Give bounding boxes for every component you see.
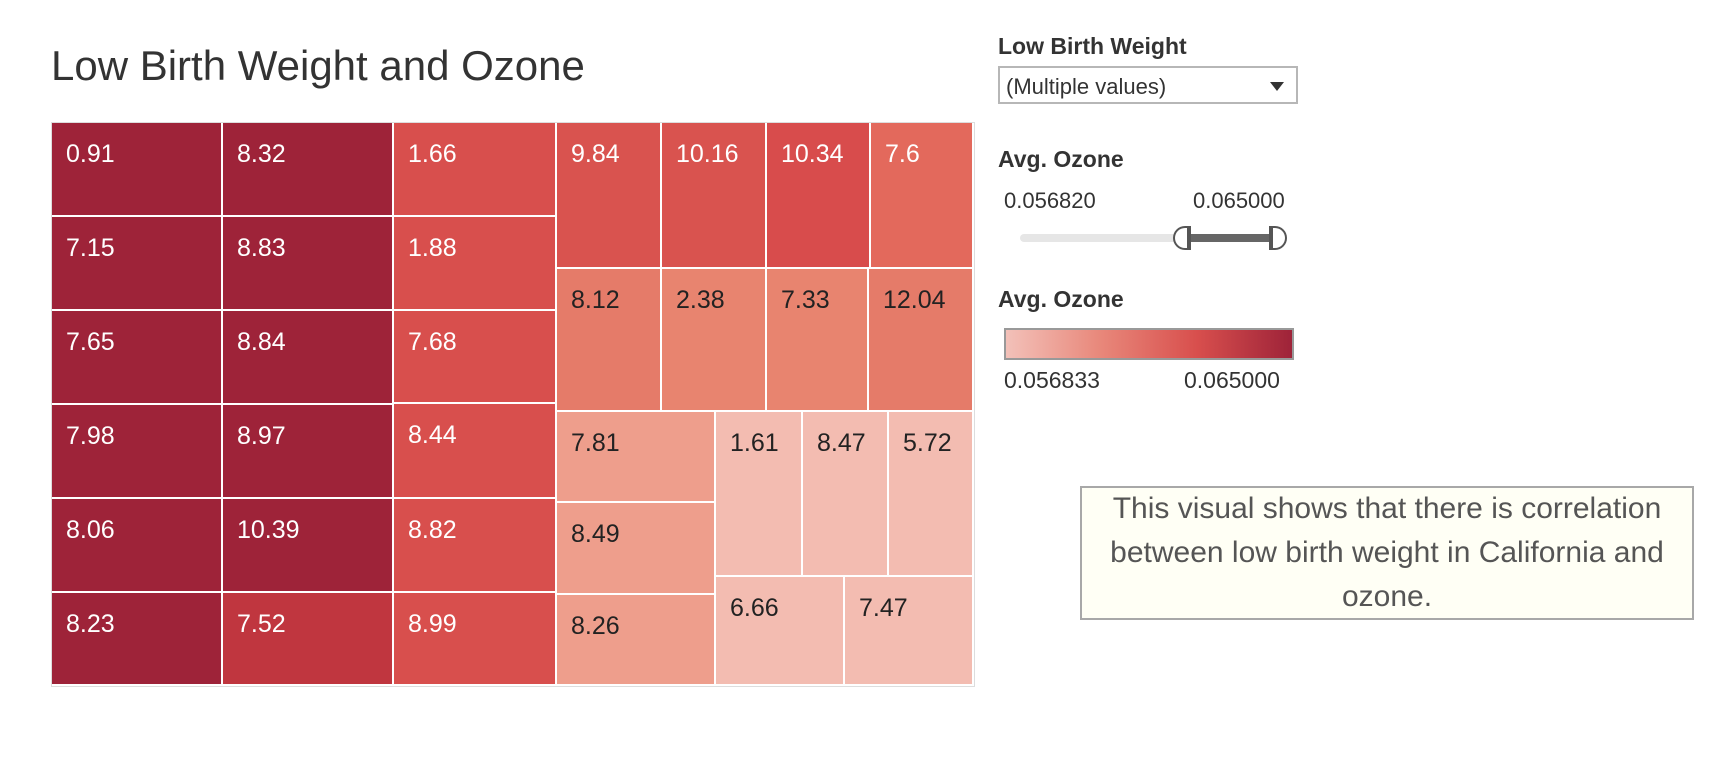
treemap-cell-label: 8.26 <box>571 612 620 640</box>
treemap-cell[interactable]: 7.6 <box>871 123 974 269</box>
treemap-cell[interactable]: 2.38 <box>662 269 767 412</box>
legend-max-value: 0.065000 <box>1184 367 1280 393</box>
treemap-cell[interactable]: 10.16 <box>662 123 767 269</box>
treemap-cell[interactable]: 7.33 <box>767 269 869 412</box>
annotation-box: This visual shows that there is correlat… <box>1080 486 1694 620</box>
treemap-cell[interactable]: 8.47 <box>803 412 889 577</box>
color-legend-title: Avg. Ozone <box>998 286 1124 312</box>
treemap-cell-label: 0.91 <box>66 140 115 168</box>
treemap-cell-label: 8.32 <box>237 140 286 168</box>
treemap-cell[interactable]: 12.04 <box>869 269 974 412</box>
ozone-range-slider-fill <box>1188 234 1271 242</box>
treemap-cell[interactable]: 8.83 <box>223 217 394 311</box>
treemap-cell[interactable]: 8.97 <box>223 405 394 499</box>
treemap-cell[interactable]: 1.61 <box>716 412 803 577</box>
treemap-cell-label: 7.65 <box>66 328 115 356</box>
treemap-cell-label: 10.16 <box>676 140 739 168</box>
color-legend-gradient <box>1004 328 1294 360</box>
treemap-cell-label: 1.61 <box>730 429 779 457</box>
treemap-cell[interactable]: 8.44 <box>394 404 557 499</box>
treemap-cell[interactable]: 7.65 <box>52 311 223 405</box>
treemap-cell-label: 8.83 <box>237 234 286 262</box>
treemap-cell-label: 7.52 <box>237 610 286 638</box>
treemap-cell-label: 12.04 <box>883 286 946 314</box>
treemap-cell[interactable]: 1.66 <box>394 123 557 217</box>
treemap-cell-label: 7.33 <box>781 286 830 314</box>
treemap-cell[interactable]: 7.15 <box>52 217 223 311</box>
treemap-cell-label: 7.47 <box>859 594 908 622</box>
treemap-cell[interactable]: 10.34 <box>767 123 871 269</box>
treemap-cell-label: 7.98 <box>66 422 115 450</box>
treemap-cell[interactable]: 8.99 <box>394 593 557 686</box>
treemap-cell[interactable]: 7.47 <box>845 577 974 686</box>
treemap-cell-label: 1.66 <box>408 140 457 168</box>
treemap-cell-label: 9.84 <box>571 140 620 168</box>
treemap-cell-label: 7.81 <box>571 429 620 457</box>
treemap-cell-label: 8.23 <box>66 610 115 638</box>
treemap-cell-label: 8.49 <box>571 520 620 548</box>
treemap-cell-label: 8.82 <box>408 516 457 544</box>
treemap-cell[interactable]: 7.81 <box>557 412 716 503</box>
treemap-cell[interactable]: 10.39 <box>223 499 394 593</box>
treemap-cell-label: 1.88 <box>408 234 457 262</box>
treemap-cell[interactable]: 7.52 <box>223 593 394 686</box>
treemap-cell-label: 8.84 <box>237 328 286 356</box>
ozone-range-min-handle[interactable] <box>1172 226 1191 250</box>
annotation-text: This visual shows that there is correlat… <box>1110 492 1664 613</box>
treemap-cell[interactable]: 7.98 <box>52 405 223 499</box>
treemap-cell-label: 7.68 <box>408 328 457 356</box>
chevron-down-icon[interactable] <box>1270 82 1284 91</box>
ozone-range-min: 0.056820 <box>1004 188 1096 213</box>
treemap-cell-label: 5.72 <box>903 429 952 457</box>
treemap-cell[interactable]: 5.72 <box>889 412 974 577</box>
ozone-range-max: 0.065000 <box>1193 188 1285 213</box>
treemap-cell-label: 8.44 <box>408 421 457 449</box>
treemap-cell[interactable]: 1.88 <box>394 217 557 311</box>
treemap-cell-label: 7.6 <box>885 140 920 168</box>
treemap[interactable]: 0.91 7.15 7.65 7.98 8.06 8.23 8.32 8.83 8.84 8.97… <box>51 122 975 687</box>
treemap-cell[interactable]: 8.49 <box>557 503 716 595</box>
treemap-cell[interactable]: 7.68 <box>394 311 557 404</box>
treemap-cell-label: 8.99 <box>408 610 457 638</box>
treemap-cell[interactable]: 8.82 <box>394 499 557 593</box>
treemap-cell-label: 8.12 <box>571 286 620 314</box>
treemap-cell[interactable]: 8.23 <box>52 593 223 686</box>
treemap-cell-label: 2.38 <box>676 286 725 314</box>
treemap-cell[interactable]: 0.91 <box>52 123 223 217</box>
treemap-cell-label: 6.66 <box>730 594 779 622</box>
treemap-cell-label: 10.34 <box>781 140 844 168</box>
dropdown-selected-value: (Multiple values) <box>1006 74 1167 99</box>
chart-title: Low Birth Weight and Ozone <box>51 42 585 89</box>
treemap-cell-label: 10.39 <box>237 516 300 544</box>
legend-min-value: 0.056833 <box>1004 367 1100 393</box>
treemap-cell[interactable]: 8.32 <box>223 123 394 217</box>
treemap-cell-label: 8.97 <box>237 422 286 450</box>
treemap-cell-label: 8.06 <box>66 516 115 544</box>
treemap-cell[interactable]: 8.26 <box>557 595 716 686</box>
treemap-cell[interactable]: 9.84 <box>557 123 662 269</box>
treemap-cell[interactable]: 8.12 <box>557 269 662 412</box>
treemap-cell[interactable]: 6.66 <box>716 577 845 686</box>
low-birth-weight-dropdown[interactable]: (Multiple values) <box>998 66 1298 104</box>
treemap-cell-label: 8.47 <box>817 429 866 457</box>
ozone-range-max-handle[interactable] <box>1268 226 1287 250</box>
treemap-cell-label: 7.15 <box>66 234 115 262</box>
avg-ozone-filter-label: Avg. Ozone <box>998 146 1124 172</box>
ozone-range-slider-track[interactable] <box>1020 234 1276 242</box>
low-birth-weight-filter-label: Low Birth Weight <box>998 33 1187 59</box>
treemap-cell[interactable]: 8.84 <box>223 311 394 405</box>
treemap-cell[interactable]: 8.06 <box>52 499 223 593</box>
